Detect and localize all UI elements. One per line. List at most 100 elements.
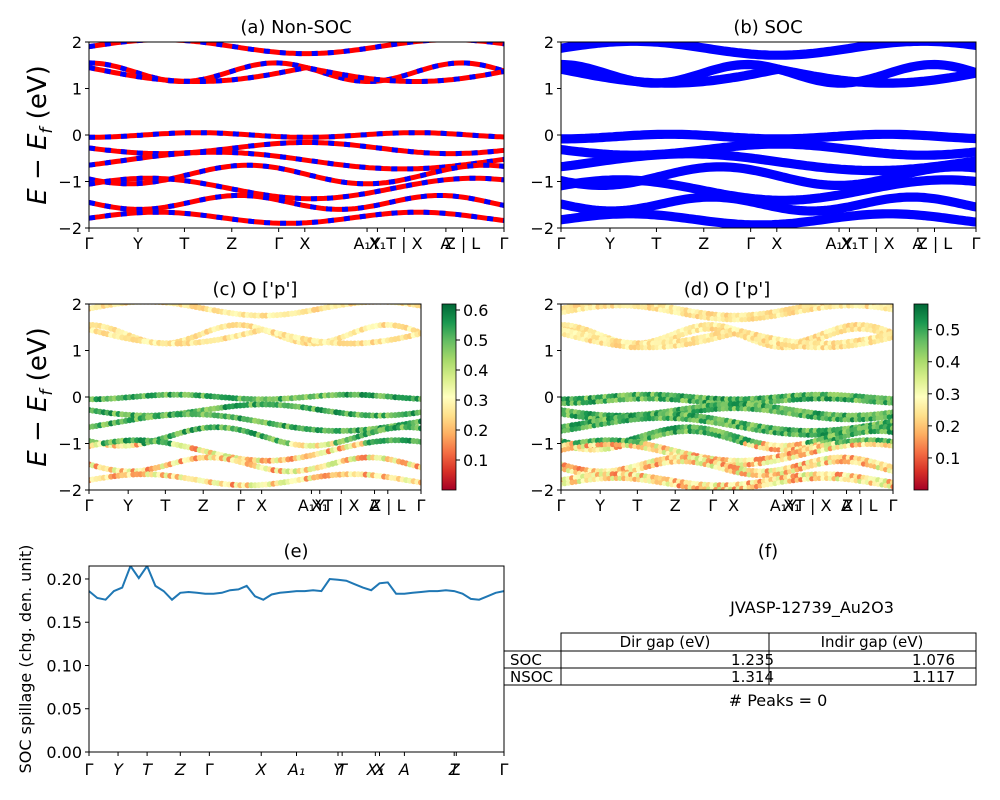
xtick-label: Γ — [85, 234, 94, 253]
spillage-line — [89, 566, 504, 600]
ytick-label: 0.05 — [46, 700, 82, 719]
panel-b: (b) SOC 210−1−2 Γ Y T Z Γ X A₁YX₁ T | X AZ | LΓ — [530, 17, 980, 253]
panel-a-xticks: Γ Y T Z Γ X A₁YX₁ T | X AZ | LΓ — [85, 228, 509, 253]
ytick-label: −1 — [58, 435, 82, 454]
colorbar-tick-label: 0.1 — [935, 449, 960, 468]
xtick-label: Z — [198, 496, 209, 515]
xtick-label: Γ — [417, 496, 426, 515]
ytick-label: −1 — [530, 435, 554, 454]
row-label-nsoc: NSOC — [510, 668, 553, 686]
xtick-label: Y — [132, 234, 143, 253]
xtick-label: T — [142, 760, 153, 779]
colorbar-tick-label: 0.2 — [463, 421, 488, 440]
panel-e-yticks: 0.200.150.100.050.00 — [46, 570, 89, 762]
xtick-label: T | X — [385, 234, 422, 253]
panel-b-yticks: 210−1−2 — [530, 33, 561, 238]
panel-f-title: (f) — [758, 541, 778, 562]
xtick-label: T | X — [322, 496, 359, 515]
xtick-label: X — [256, 496, 267, 515]
panel-f: (f) JVASP-12739_Au2O3 Dir gap (eV) Indir… — [504, 541, 976, 710]
material-name: JVASP-12739_Au2O3 — [729, 598, 894, 618]
ytick-label: 1 — [72, 80, 82, 99]
panel-c-colorbar — [442, 304, 456, 490]
soc-band-line — [561, 43, 976, 57]
nsoc-indir-gap: 1.117 — [912, 668, 955, 686]
xtick-label: A₁ — [287, 760, 305, 779]
panel-d-colorbar — [914, 304, 928, 490]
xtick-label: Γ — [889, 496, 898, 515]
xtick-label: Γ — [85, 496, 94, 515]
ytick-label: 1 — [544, 80, 554, 99]
ytick-label: 1 — [544, 342, 554, 361]
row-label-soc: SOC — [510, 651, 542, 669]
xtick-label: Y — [122, 496, 133, 515]
xtick-label: Γ — [557, 234, 566, 253]
ytick-label: 0.20 — [46, 570, 82, 589]
panel-d-yticks: 2 1 0 −1 −2 — [530, 295, 561, 500]
panel-a-bands — [89, 40, 504, 224]
xtick-label: Γ — [972, 234, 981, 253]
panel-c-yticks: 210−1−2 — [58, 295, 89, 500]
ytick-label: −2 — [58, 219, 82, 238]
ytick-label: −2 — [530, 481, 554, 500]
panel-b-xticks: Γ Y T Z Γ X A₁YX₁ T | X AZ | LΓ — [557, 228, 981, 253]
ytick-label: 0 — [544, 388, 554, 407]
panel-c-colorbar-ticks: 0.60.50.40.30.20.1 — [456, 301, 488, 470]
peaks-count: # Peaks = 0 — [729, 691, 828, 710]
gap-table: Dir gap (eV) Indir gap (eV) SOC 1.235 1.… — [504, 633, 976, 686]
panel-d-xticks: Γ Y T Z Γ X A₁YX₁T | X AZ | LΓ — [557, 490, 898, 515]
ytick-label: 1 — [72, 342, 82, 361]
xtick-label: X — [728, 496, 739, 515]
ylabel-top: E − Ef (eV) — [23, 65, 57, 205]
xtick-label: T — [159, 496, 170, 515]
xtick-label: Γ — [85, 760, 94, 779]
xtick-label: X₁ — [841, 234, 858, 253]
ytick-label: 0.15 — [46, 613, 82, 632]
panel-e-title: (e) — [283, 541, 308, 562]
panel-c-projected-bands — [86, 299, 424, 489]
ytick-label: 2 — [544, 295, 554, 314]
xtick-label: X — [373, 760, 386, 779]
ytick-label: 0 — [72, 126, 82, 145]
panel-e-ylabel: SOC spillage (chg. den. unit) — [16, 545, 35, 774]
xtick-label: Z | L — [445, 234, 481, 253]
xtick-label: L — [452, 760, 461, 779]
panel-a: (a) Non-SOC 210−1−2 Γ Y T Z Γ X A₁YX₁ T | X AZ |… — [58, 17, 508, 253]
xtick-label: Γ — [236, 496, 245, 515]
colorbar-tick-label: 0.3 — [463, 391, 488, 410]
colorbar-tick-label: 0.6 — [463, 301, 488, 320]
xtick-label: Z — [174, 760, 187, 779]
xtick-label: T — [651, 234, 662, 253]
panel-a-yticks: 210−1−2 — [58, 33, 89, 238]
colorbar-tick-label: 0.5 — [935, 321, 960, 340]
xtick-label: Γ — [557, 496, 566, 515]
xtick-label: A — [398, 760, 410, 779]
ylabel-middle: E − Ef (eV) — [23, 327, 57, 467]
col-header-indir: Indir gap (eV) — [821, 633, 924, 651]
xtick-label: Z — [226, 234, 237, 253]
xtick-label: Γ — [500, 234, 509, 253]
xtick-label: Y — [594, 496, 605, 515]
col-header-dir: Dir gap (eV) — [620, 633, 711, 651]
ytick-label: 2 — [72, 295, 82, 314]
panel-e-xticks: Γ Y T Z Γ X A₁ YT X₁X A ZL Γ — [85, 752, 509, 779]
ytick-label: −2 — [530, 219, 554, 238]
panel-c: (c) O ['p'] 210−1−2 Γ Y T Z Γ X A₁YX₁T | X AZ |… — [58, 279, 488, 515]
xtick-label: Z — [698, 234, 709, 253]
ytick-label: −1 — [530, 173, 554, 192]
xtick-label: Z — [670, 496, 681, 515]
ytick-label: 0 — [72, 388, 82, 407]
panel-d-colorbar-ticks: 0.50.40.30.20.1 — [928, 321, 960, 468]
colorbar-tick-label: 0.2 — [935, 417, 960, 436]
panel-d-title: (d) O ['p'] — [684, 279, 770, 300]
soc-indir-gap: 1.076 — [912, 651, 955, 669]
ytick-label: 0.00 — [46, 743, 82, 762]
colorbar-tick-label: 0.4 — [463, 361, 488, 380]
panel-b-title: (b) SOC — [733, 17, 802, 38]
panel-e-frame — [89, 566, 504, 752]
xtick-label: T — [631, 496, 642, 515]
ytick-label: −1 — [58, 173, 82, 192]
panel-d-projected-bands — [558, 299, 896, 492]
colorbar-tick-label: 0.1 — [463, 451, 488, 470]
